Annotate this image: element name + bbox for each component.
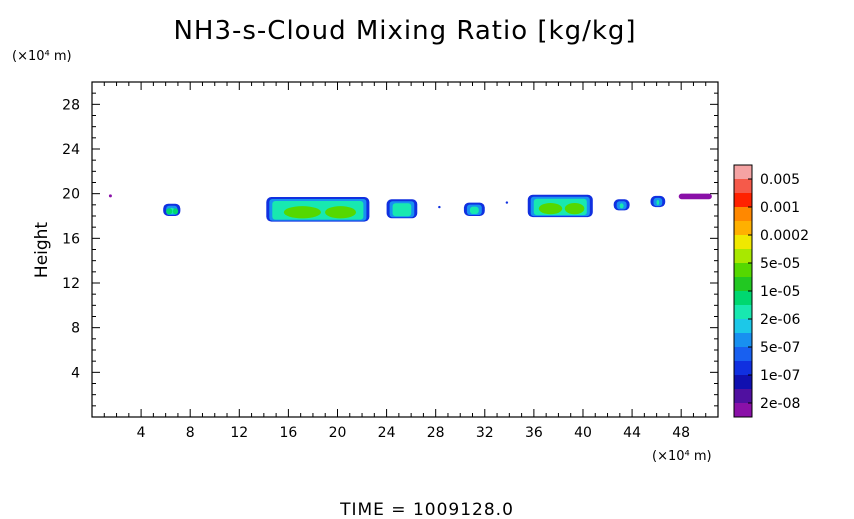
colorbar-label-4: 1e-05 bbox=[760, 284, 800, 300]
cloud-layer-2e-06 bbox=[656, 199, 660, 206]
cloud-core bbox=[283, 206, 321, 219]
colorbar-swatch-2 bbox=[734, 193, 752, 208]
colorbar-swatch-1 bbox=[734, 179, 752, 194]
colorbar-label-3: 5e-05 bbox=[760, 256, 800, 272]
y-tick-label-4: 20 bbox=[62, 187, 80, 203]
cloud-region-2 bbox=[386, 199, 418, 219]
cloud-layer-2e-06 bbox=[469, 206, 479, 214]
x-tick-label-4: 20 bbox=[329, 425, 347, 441]
cloud-speck bbox=[438, 205, 441, 209]
x-tick-label-3: 16 bbox=[279, 425, 297, 441]
x-tick-label-2: 12 bbox=[230, 425, 248, 441]
y-axis-label: Height bbox=[32, 222, 52, 279]
colorbar-label-8: 2e-08 bbox=[760, 396, 800, 412]
colorbar-swatch-10 bbox=[734, 305, 752, 320]
colorbar-label-7: 1e-07 bbox=[760, 368, 800, 384]
colorbar-label-5: 2e-06 bbox=[760, 312, 800, 328]
cloud-core bbox=[166, 208, 173, 215]
colorbar-swatch-4 bbox=[734, 221, 752, 236]
cloud-region-0 bbox=[163, 203, 181, 216]
cloud-core bbox=[564, 203, 585, 215]
colorbar-swatch-7 bbox=[734, 263, 752, 278]
colorbar-swatch-15 bbox=[734, 375, 752, 390]
colorbar-swatch-12 bbox=[734, 333, 752, 348]
colorbar-swatch-17 bbox=[734, 403, 752, 418]
cloud-outer-layer bbox=[678, 193, 712, 200]
colorbar-swatch-14 bbox=[734, 361, 752, 376]
x-tick-label-8: 36 bbox=[525, 425, 543, 441]
x-tick-label-1: 8 bbox=[186, 425, 195, 441]
colorbar-swatch-6 bbox=[734, 249, 752, 264]
colorbar-swatch-3 bbox=[734, 207, 752, 222]
cloud-region-6 bbox=[650, 195, 666, 208]
x-tick-label-10: 44 bbox=[623, 425, 641, 441]
cloud-layer-2e-06 bbox=[392, 203, 412, 217]
x-tick-label-5: 24 bbox=[378, 425, 396, 441]
y-tick-label-3: 16 bbox=[62, 231, 80, 247]
colorbar-swatch-11 bbox=[734, 319, 752, 334]
colorbar-label-6: 5e-07 bbox=[760, 340, 800, 356]
colorbar-label-1: 0.001 bbox=[760, 200, 800, 216]
time-footer: TIME = 1009128.0 bbox=[339, 500, 514, 519]
x-tick-label-0: 4 bbox=[137, 425, 146, 441]
x-tick-label-9: 40 bbox=[574, 425, 592, 441]
cloud-core bbox=[172, 208, 179, 215]
colorbar-label-0: 0.005 bbox=[760, 172, 800, 188]
cloud-region-7 bbox=[678, 193, 712, 200]
x-unit-label: (×10⁴ m) bbox=[652, 449, 712, 464]
y-tick-label-0: 4 bbox=[71, 365, 80, 381]
plot-frame bbox=[91, 81, 719, 418]
x-tick-label-11: 48 bbox=[672, 425, 690, 441]
colorbar-swatch-9 bbox=[734, 291, 752, 306]
cloud-speck bbox=[505, 201, 509, 204]
x-tick-label-7: 32 bbox=[476, 425, 494, 441]
colorbar-label-2: 0.0002 bbox=[760, 228, 809, 244]
colorbar-swatch-16 bbox=[734, 389, 752, 404]
chart-title: NH3-s-Cloud Mixing Ratio [kg/kg] bbox=[173, 16, 636, 46]
cloud-field bbox=[108, 193, 712, 222]
colorbar-swatch-5 bbox=[734, 235, 752, 250]
y-tick-label-2: 12 bbox=[62, 276, 80, 292]
colorbar: 0.005 0.001 0.0002 5e-05 1e-05 2e-06 5e-07 1e-0… bbox=[733, 164, 809, 418]
colorbar-swatch-0 bbox=[734, 165, 752, 180]
cloud-region-4 bbox=[527, 194, 593, 218]
y-unit-label: (×10⁴ m) bbox=[12, 49, 72, 64]
y-tick-label-6: 28 bbox=[62, 97, 80, 113]
cloud-speck bbox=[108, 194, 112, 198]
cloud-layer-2e-06 bbox=[619, 203, 624, 209]
y-tick-label-1: 8 bbox=[71, 321, 80, 337]
colorbar-swatch-8 bbox=[734, 277, 752, 292]
colorbar-swatch-13 bbox=[734, 347, 752, 362]
x-tick-label-6: 28 bbox=[427, 425, 445, 441]
cloud-core bbox=[538, 203, 563, 215]
cloud-region-3 bbox=[463, 202, 485, 216]
cloud-core bbox=[325, 206, 357, 219]
y-tick-label-5: 24 bbox=[62, 142, 80, 158]
cloud-region-5 bbox=[613, 199, 630, 211]
cloud-region-1 bbox=[266, 197, 370, 222]
